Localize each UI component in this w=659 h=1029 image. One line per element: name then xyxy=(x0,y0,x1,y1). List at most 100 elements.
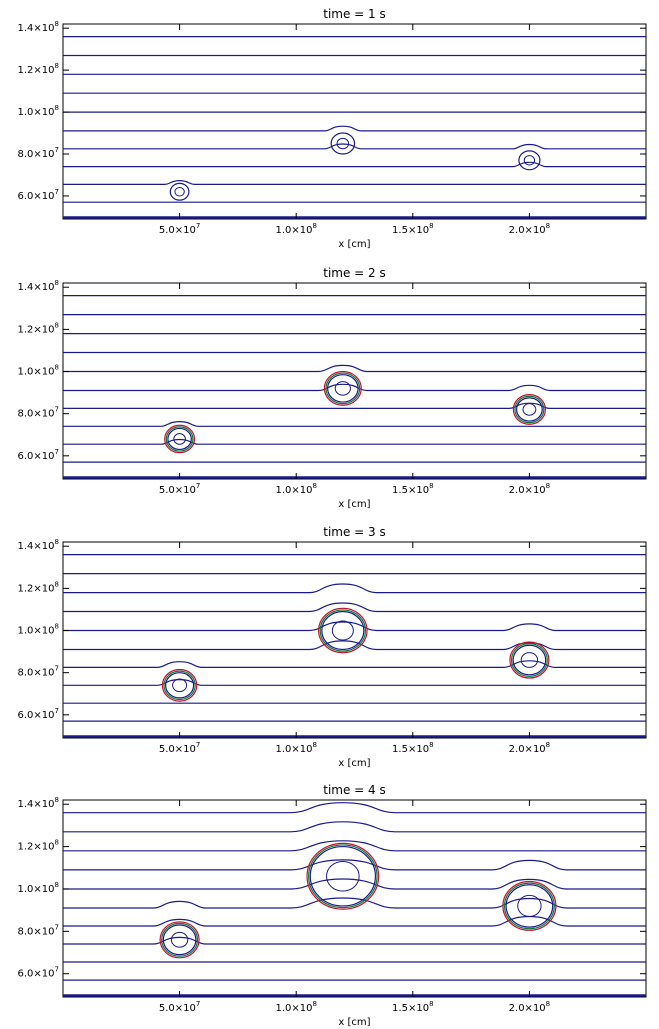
chart-title: time = 1 s xyxy=(323,7,386,21)
bubble-1-core xyxy=(172,678,188,693)
contour-line-5 xyxy=(63,125,646,132)
x-tick-label: 5.0×107 xyxy=(159,1000,200,1014)
y-tick-label: 6.0×107 xyxy=(18,448,59,462)
contour-line-4 xyxy=(63,915,646,927)
y-tick-label: 8.0×107 xyxy=(18,665,59,679)
bubble-2-core xyxy=(334,381,351,396)
x-tick-label: 5.0×107 xyxy=(159,482,200,496)
y-tick-label: 1.0×108 xyxy=(18,881,59,895)
bubble-3-core xyxy=(522,403,537,416)
contour-line-3 xyxy=(63,161,646,168)
bubble-1-ring-1 xyxy=(169,182,190,201)
bubble-1-ring-2 xyxy=(163,670,196,701)
x-tick-label: 1.0×108 xyxy=(275,741,316,755)
y-tick-label: 1.2×108 xyxy=(18,321,59,335)
contour-line-2 xyxy=(63,179,646,185)
bubble-2-ring-2 xyxy=(319,609,367,652)
y-tick-label: 6.0×107 xyxy=(18,707,59,721)
x-tick-label: 2.0×108 xyxy=(509,222,550,236)
y-tick-label: 1.0×108 xyxy=(18,623,59,637)
x-tick-label: 1.5×108 xyxy=(392,741,433,755)
plot-frame xyxy=(62,23,647,220)
y-tick-label: 6.0×107 xyxy=(18,966,59,980)
chart-title: time = 4 s xyxy=(323,783,386,797)
bubble-2-ring-3 xyxy=(323,370,362,406)
y-tick-label: 1.2×108 xyxy=(18,580,59,594)
bubble-3-ring-1 xyxy=(518,150,541,171)
x-tick-label: 1.5×108 xyxy=(392,222,433,236)
bubble-2-ring-3 xyxy=(306,842,380,910)
x-axis-label: x [cm] xyxy=(338,499,370,510)
bubble-2-ring-3 xyxy=(318,607,368,654)
contour-line-9 xyxy=(63,821,646,833)
bubble-3-ring-2 xyxy=(503,882,555,930)
x-tick-label: 1.0×108 xyxy=(275,482,316,496)
bubble-2-core xyxy=(326,860,360,892)
chart-title: time = 2 s xyxy=(323,266,386,280)
bubble-3-ring-2 xyxy=(514,395,545,424)
contour-line-4 xyxy=(63,660,646,668)
bubble-3-core xyxy=(523,155,536,166)
bubble-1-ring-1 xyxy=(165,672,195,699)
x-axis-label: x [cm] xyxy=(338,758,370,769)
contour-line-8 xyxy=(63,583,646,594)
bubble-3-ring-1 xyxy=(512,644,547,676)
contour-line-3 xyxy=(63,420,646,427)
x-tick-label: 5.0×107 xyxy=(159,222,200,236)
contour-line-4 xyxy=(63,143,646,150)
x-tick-label: 1.5×108 xyxy=(392,1000,433,1014)
contour-line-3 xyxy=(63,678,646,686)
plot-frame xyxy=(62,541,647,739)
bubble-3-ring-1 xyxy=(505,884,554,928)
bubble-3-core xyxy=(517,894,542,918)
contour-line-10 xyxy=(63,802,646,814)
y-tick-label: 1.4×108 xyxy=(18,538,59,552)
bubble-3-ring-3 xyxy=(509,641,550,679)
chart-panel-1: time = 1 s 6.0×107 8.0×107 1.0×108 1.2×108 1.… xyxy=(18,7,647,250)
y-tick-label: 1.2×108 xyxy=(18,62,59,76)
bubble-1-ring-1 xyxy=(167,427,192,451)
chart-panel-2: time = 2 s 6.0×107 8.0×107 1.0×108 1.2×108 1.… xyxy=(18,266,647,510)
y-tick-label: 8.0×107 xyxy=(18,406,59,420)
x-tick-label: 1.0×108 xyxy=(275,222,316,236)
x-axis-label: x [cm] xyxy=(338,1017,370,1028)
bubble-1-ring-1 xyxy=(162,924,197,956)
contour-line-6 xyxy=(63,878,646,890)
x-tick-label: 2.0×108 xyxy=(509,1000,550,1014)
contour-line-6 xyxy=(63,621,646,632)
bubble-1-ring-2 xyxy=(161,922,199,957)
plot-frame xyxy=(62,799,647,998)
y-tick-label: 1.4×108 xyxy=(18,20,59,34)
contour-line-4 xyxy=(63,402,646,409)
bubble-2-core xyxy=(336,137,350,150)
y-tick-label: 1.0×108 xyxy=(18,104,59,118)
x-tick-label: 1.0×108 xyxy=(275,1000,316,1014)
chart-title: time = 3 s xyxy=(323,525,386,539)
y-tick-label: 1.4×108 xyxy=(18,796,59,810)
bubble-1-ring-3 xyxy=(164,424,196,454)
contour-line-2 xyxy=(63,438,646,445)
y-tick-label: 6.0×107 xyxy=(18,188,59,202)
y-tick-label: 1.4×108 xyxy=(18,279,59,293)
bubble-2-core xyxy=(331,620,354,641)
chart-panel-4: time = 4 s 6.0×107 8.0×107 1.0×108 1.2×108 1.… xyxy=(18,783,647,1028)
bubble-2-ring-2 xyxy=(308,844,378,909)
bubble-3-core xyxy=(520,652,539,668)
x-tick-label: 2.0×108 xyxy=(509,741,550,755)
plot-frame xyxy=(62,282,647,480)
bubble-1-core xyxy=(170,931,189,948)
contour-line-3 xyxy=(63,936,646,945)
contour-line-7 xyxy=(63,859,646,871)
chart-panel-3: time = 3 s 6.0×107 8.0×107 1.0×108 1.2×108 1.… xyxy=(18,525,647,769)
y-tick-label: 1.2×108 xyxy=(18,839,59,853)
y-tick-label: 8.0×107 xyxy=(18,146,59,160)
contour-line-8 xyxy=(63,840,646,852)
bubble-1-ring-3 xyxy=(161,668,198,702)
contour-line-5 xyxy=(63,897,646,909)
bubble-2-ring-1 xyxy=(309,845,377,907)
bubble-1-core xyxy=(173,433,186,445)
bubble-1-core xyxy=(174,187,185,197)
bubble-2-ring-1 xyxy=(330,132,356,155)
bubble-2-ring-2 xyxy=(325,372,361,405)
